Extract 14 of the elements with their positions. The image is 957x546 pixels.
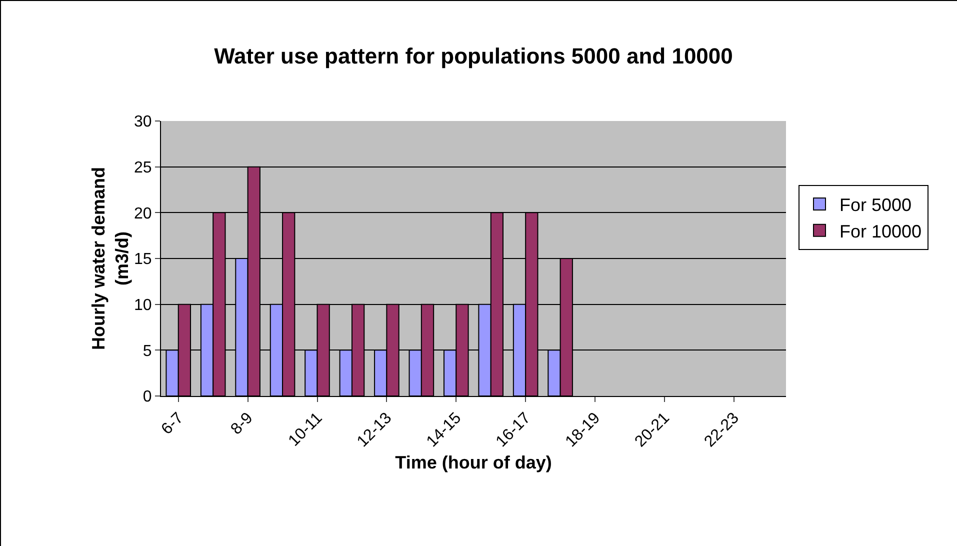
x-tick-label: 8-9 <box>228 410 256 438</box>
y-tick-label: 10 <box>134 296 152 314</box>
x-tick-label: 6-7 <box>158 410 187 438</box>
y-tick-label: 5 <box>142 342 152 360</box>
y-axis-title: Hourly water demand (m3/d) <box>88 166 132 350</box>
legend-label: For 10000 <box>840 221 922 242</box>
legend-label: For 5000 <box>840 194 912 215</box>
chart-title: Water use pattern for populations 5000 and 10000 <box>214 43 733 68</box>
x-axis-title: Time (hour of day) <box>395 452 552 473</box>
y-tick-label: 0 <box>142 388 152 406</box>
y-tick-label: 20 <box>134 205 152 222</box>
y-tick-label: 30 <box>134 114 152 131</box>
y-tick-label: 25 <box>134 159 152 176</box>
y-tick-label: 15 <box>134 251 152 268</box>
